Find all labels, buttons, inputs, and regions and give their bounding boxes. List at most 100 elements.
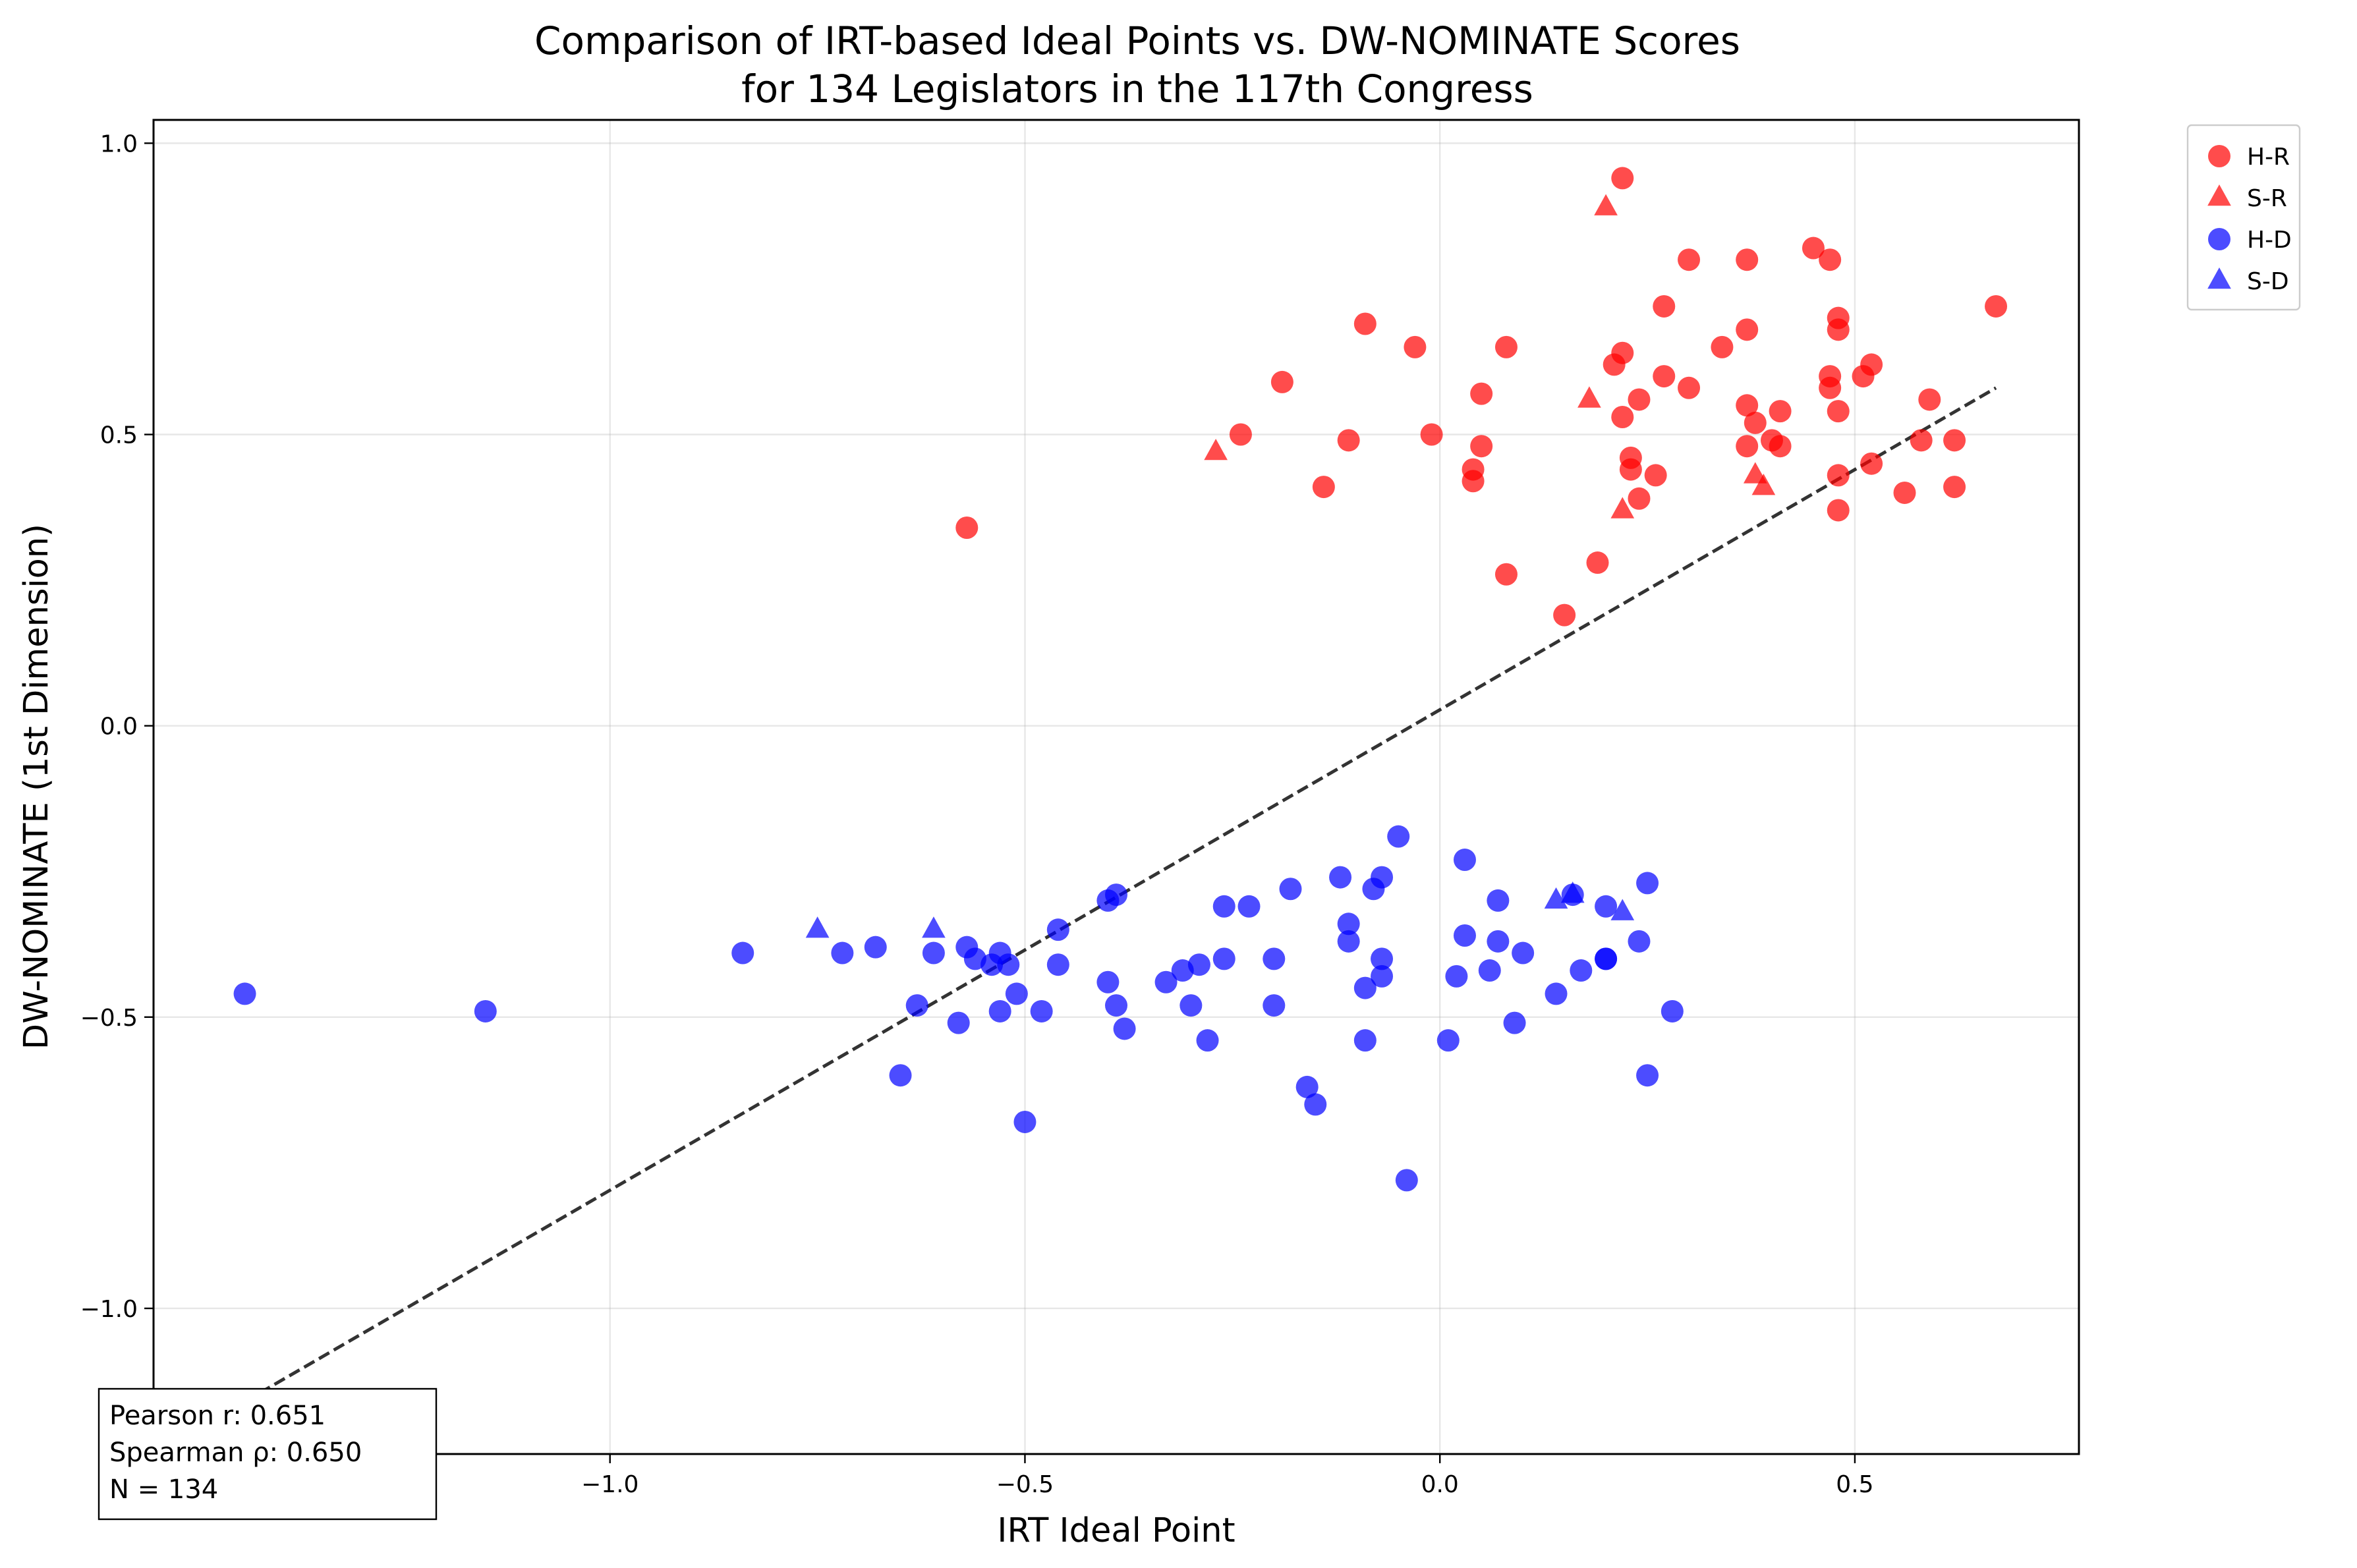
point-h-r <box>1678 376 1701 399</box>
point-h-r <box>1353 312 1377 335</box>
point-h-r <box>955 516 979 539</box>
point-h-d <box>1113 1017 1136 1040</box>
point-h-d <box>1453 849 1476 872</box>
point-h-d <box>947 1011 970 1034</box>
point-h-r <box>1943 476 1966 499</box>
point-h-r <box>1827 499 1850 522</box>
point-h-r <box>1462 470 1485 493</box>
x-axis-ticks: −1.0 −0.5 0.0 0.5 <box>581 1454 1874 1498</box>
point-h-r <box>1270 370 1293 393</box>
grid <box>154 120 2079 1454</box>
point-h-r <box>1918 388 1941 411</box>
point-h-d <box>1636 872 1659 895</box>
point-h-d <box>1196 1029 1219 1052</box>
legend-marker-h-r <box>2208 145 2230 167</box>
point-h-d <box>1329 866 1352 889</box>
point-h-r <box>1744 411 1767 434</box>
point-h-d <box>1661 999 1684 1022</box>
point-h-d <box>997 953 1020 976</box>
point-h-r <box>1653 365 1676 388</box>
point-h-d <box>1179 994 1203 1017</box>
point-h-d <box>1595 895 1618 918</box>
point-h-d <box>1595 947 1618 970</box>
point-h-r <box>1852 365 1875 388</box>
point-h-r <box>1819 248 1842 271</box>
point-h-d <box>1279 878 1302 901</box>
point-h-r <box>1943 429 1966 452</box>
legend-label-s-d: S-D <box>2247 268 2289 295</box>
point-h-d <box>1395 1169 1418 1192</box>
y-tick-label: 1.0 <box>100 130 138 157</box>
point-h-d <box>731 941 754 965</box>
point-h-d <box>1013 1110 1037 1133</box>
point-h-r <box>1553 603 1576 627</box>
point-s-r <box>1577 386 1601 408</box>
point-h-r <box>1470 382 1493 405</box>
point-h-r <box>1985 294 2008 318</box>
point-h-d <box>1478 959 1501 982</box>
point-h-r <box>1420 423 1443 446</box>
x-tick-label: 0.5 <box>1836 1471 1873 1498</box>
data-points <box>233 167 2008 1192</box>
point-h-d <box>1453 924 1476 947</box>
point-h-d <box>1304 1093 1327 1116</box>
point-h-d <box>864 936 887 959</box>
x-tick-label: 0.0 <box>1421 1471 1459 1498</box>
point-h-r <box>1337 429 1360 452</box>
point-h-r <box>1769 400 1792 423</box>
point-h-d <box>922 941 945 965</box>
point-h-r <box>1736 435 1759 458</box>
point-h-d <box>1263 994 1286 1017</box>
point-h-r <box>1827 318 1850 341</box>
point-h-d <box>1337 912 1360 936</box>
point-h-d <box>1263 947 1286 970</box>
point-h-r <box>1312 476 1335 499</box>
point-h-r <box>1603 353 1626 376</box>
point-h-d <box>1371 947 1394 970</box>
point-h-r <box>1611 167 1634 190</box>
point-h-r <box>1644 464 1667 487</box>
point-h-r <box>1736 394 1759 417</box>
x-tick-label: −0.5 <box>996 1471 1054 1498</box>
point-h-d <box>1187 953 1210 976</box>
point-h-d <box>1628 930 1651 953</box>
point-h-d <box>474 999 497 1022</box>
stats-box-frame <box>98 1387 438 1521</box>
point-h-d <box>831 941 854 965</box>
point-h-d <box>1353 976 1377 999</box>
point-h-r <box>1827 464 1850 487</box>
point-h-d <box>1371 866 1394 889</box>
point-h-d <box>905 994 928 1017</box>
point-h-r <box>1860 452 1883 475</box>
point-h-r <box>1494 335 1518 358</box>
point-h-d <box>1105 994 1127 1017</box>
point-h-r <box>1628 388 1651 411</box>
point-h-d <box>1030 999 1053 1022</box>
point-h-d <box>1512 941 1535 965</box>
point-h-r <box>1769 435 1792 458</box>
legend-label-s-r: S-R <box>2247 185 2287 212</box>
point-h-r <box>1619 458 1642 481</box>
point-h-d <box>1212 895 1235 918</box>
y-tick-label: −1.0 <box>80 1296 138 1323</box>
point-s-d <box>922 916 946 938</box>
y-tick-label: 0.0 <box>100 714 138 741</box>
chart-subtitle: for 134 Legislators in the 117th Congres… <box>741 67 1533 111</box>
point-h-d <box>1046 953 1069 976</box>
chart-title: Comparison of IRT-based Ideal Points vs.… <box>534 18 1740 63</box>
point-h-r <box>1628 487 1651 510</box>
point-s-r <box>1610 497 1635 518</box>
point-h-d <box>1487 930 1510 953</box>
y-axis-ticks: −1.0 −0.5 0.0 0.5 1.0 <box>80 130 154 1323</box>
point-h-r <box>1404 335 1427 358</box>
point-s-d <box>1544 887 1568 909</box>
point-s-r <box>1743 462 1767 484</box>
point-s-d <box>805 916 830 938</box>
legend-marker-s-r <box>2207 184 2231 206</box>
point-s-d <box>1610 899 1635 920</box>
point-h-r <box>1653 294 1676 318</box>
y-tick-label: 0.5 <box>100 422 138 449</box>
point-h-d <box>1096 970 1120 994</box>
point-h-d <box>1353 1029 1377 1052</box>
y-axis-label: DW-NOMINATE (1st Dimension) <box>17 524 56 1050</box>
